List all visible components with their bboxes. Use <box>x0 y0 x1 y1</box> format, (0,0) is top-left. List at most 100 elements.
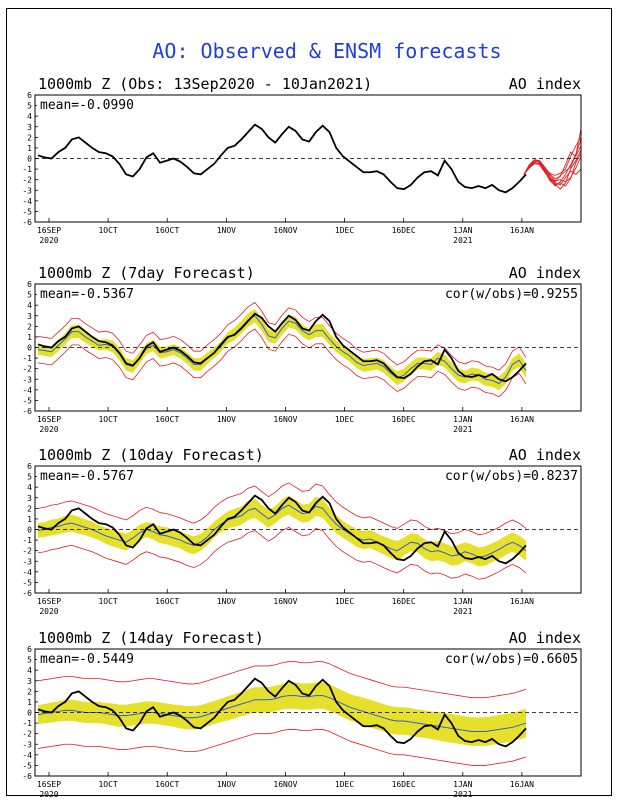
y-tick-label: -4 <box>22 386 32 395</box>
y-tick-label: -4 <box>22 751 32 760</box>
mean-label: mean=-0.5449 <box>40 652 134 667</box>
x-tick-label: 1NOV <box>217 226 236 235</box>
y-tick-label: -2 <box>22 365 32 374</box>
observed-line <box>37 312 527 383</box>
y-tick-label: -5 <box>22 761 32 770</box>
panel-2: 1000mb Z (7day Forecast) AO index6543210-… <box>22 264 582 434</box>
x-tick-label: 16OCT <box>155 415 179 424</box>
x-tick-label: 16NOV <box>273 597 297 606</box>
y-tick-label: -1 <box>22 719 32 728</box>
y-tick-label: 6 <box>27 91 32 100</box>
x-tick-label: 1OCT <box>98 226 117 235</box>
envelope-lower <box>37 526 527 580</box>
correlation-label: cor(w/obs)=0.8237 <box>445 469 578 484</box>
y-tick-label: 4 <box>27 666 32 675</box>
x-tick-label: 16SEP <box>37 780 61 789</box>
panel-title: 1000mb Z (10day Forecast) <box>38 446 264 464</box>
y-tick-label: -2 <box>22 547 32 556</box>
y-tick-label: 1 <box>27 515 32 524</box>
x-tick-label: 16JAN <box>510 780 534 789</box>
y-tick-label: 5 <box>27 102 32 111</box>
year-label: 2021 <box>453 607 472 616</box>
y-tick-label: -3 <box>22 186 32 195</box>
y-tick-label: -5 <box>22 207 32 216</box>
spread-band <box>38 682 526 746</box>
y-tick-label: 1 <box>27 333 32 342</box>
figure-frame <box>6 8 612 796</box>
x-tick-label: 1JAN <box>453 780 472 789</box>
mean-label: mean=-0.0990 <box>40 98 134 113</box>
panel-1: 1000mb Z (Obs: 13Sep2020 - 10Jan2021) AO … <box>22 75 582 245</box>
panel-title: 1000mb Z (14day Forecast) <box>38 629 264 647</box>
observed-line <box>37 494 527 565</box>
y-tick-label: 0 <box>27 155 32 164</box>
x-tick-label: 16JAN <box>510 226 534 235</box>
y-tick-label: -3 <box>22 375 32 384</box>
envelope-lower <box>37 729 527 766</box>
y-tick-label: 3 <box>27 123 32 132</box>
x-tick-label: 1OCT <box>98 597 117 606</box>
y-tick-label: 2 <box>27 687 32 696</box>
x-tick-label: 1OCT <box>98 415 117 424</box>
x-tick-label: 1NOV <box>217 597 236 606</box>
x-tick-label: 16JAN <box>510 597 534 606</box>
stat-label-bg <box>37 651 144 665</box>
envelope-upper <box>37 301 527 371</box>
forecast-member-line <box>523 145 581 180</box>
y-tick-label: 6 <box>27 645 32 654</box>
y-tick-label: 0 <box>27 709 32 718</box>
x-tick-label: 16DEC <box>392 597 416 606</box>
y-tick-label: 4 <box>27 483 32 492</box>
panel-title: 1000mb Z (7day Forecast) <box>38 264 255 282</box>
y-tick-label: 4 <box>27 301 32 310</box>
y-tick-label: -4 <box>22 197 32 206</box>
x-tick-label: 16SEP <box>37 415 61 424</box>
stat-label-bg <box>37 468 144 482</box>
y-tick-label: 3 <box>27 677 32 686</box>
x-tick-label: 16DEC <box>392 226 416 235</box>
x-tick-label: 16SEP <box>37 226 61 235</box>
x-tick-label: 16DEC <box>392 415 416 424</box>
y-tick-label: -2 <box>22 730 32 739</box>
year-label: 2021 <box>453 790 472 799</box>
y-tick-label: 3 <box>27 312 32 321</box>
y-tick-label: 3 <box>27 494 32 503</box>
y-tick-label: -6 <box>22 218 32 227</box>
plot-area <box>35 301 581 398</box>
cor-label-bg <box>431 286 580 300</box>
year-label: 2021 <box>453 425 472 434</box>
x-tick-label: 16JAN <box>510 415 534 424</box>
x-tick-label: 16NOV <box>273 415 297 424</box>
x-tick-label: 16NOV <box>273 226 297 235</box>
x-tick-label: 1JAN <box>453 415 472 424</box>
x-tick-label: 1DEC <box>335 415 354 424</box>
plot-area <box>35 661 581 766</box>
y-tick-label: -6 <box>22 772 32 781</box>
y-tick-label: -2 <box>22 176 32 185</box>
panel-3: 1000mb Z (10day Forecast) AO index6543210… <box>22 446 582 616</box>
y-tick-label: 2 <box>27 504 32 513</box>
x-tick-label: 16DEC <box>392 780 416 789</box>
y-tick-label: -3 <box>22 740 32 749</box>
y-tick-label: 6 <box>27 280 32 289</box>
y-tick-label: 4 <box>27 112 32 121</box>
y-tick-label: -4 <box>22 568 32 577</box>
y-tick-label: 5 <box>27 656 32 665</box>
y-tick-label: -5 <box>22 396 32 405</box>
envelope-lower <box>37 328 527 398</box>
panel-right-label: AO index <box>509 75 581 93</box>
panel-title: 1000mb Z (Obs: 13Sep2020 - 10Jan2021) <box>38 75 372 93</box>
x-tick-label: 16NOV <box>273 780 297 789</box>
stat-label-bg <box>37 286 144 300</box>
mean-label: mean=-0.5767 <box>40 469 134 484</box>
y-tick-label: 6 <box>27 462 32 471</box>
spread-band <box>38 308 526 391</box>
y-tick-label: -6 <box>22 407 32 416</box>
x-tick-label: 1NOV <box>217 415 236 424</box>
panel-right-label: AO index <box>509 264 581 282</box>
y-tick-label: 1 <box>27 144 32 153</box>
y-tick-label: -1 <box>22 165 32 174</box>
x-tick-label: 1JAN <box>453 226 472 235</box>
x-tick-label: 16OCT <box>155 226 179 235</box>
x-tick-label: 1DEC <box>335 226 354 235</box>
